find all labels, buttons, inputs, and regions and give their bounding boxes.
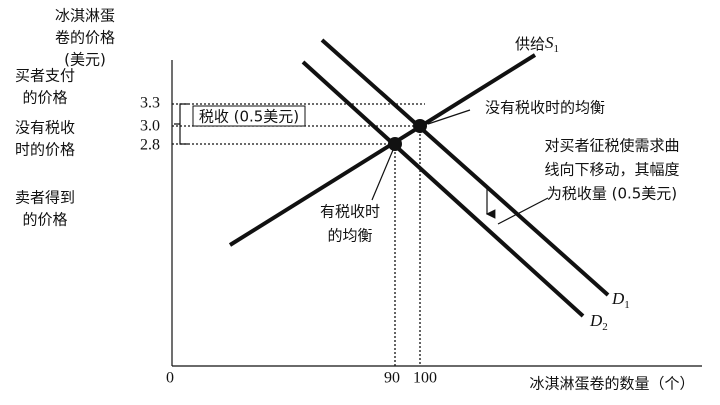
price-label: 买者支付	[15, 67, 75, 85]
y-title: 卷的价格	[55, 29, 115, 47]
y-tick-label: 2.8	[140, 137, 160, 154]
price-label: 的价格	[22, 211, 67, 229]
price-label: 没有税收	[15, 119, 75, 137]
price-label: 时的价格	[15, 141, 75, 159]
tax-box	[192, 105, 306, 127]
origin-label: 0	[166, 370, 174, 387]
annotation: 有税收时	[320, 203, 380, 221]
annotation: 没有税收时的均衡	[485, 99, 605, 117]
d1-label: D1	[611, 289, 630, 311]
supply-label: 供给S1	[515, 33, 559, 55]
d2-label: D2	[589, 311, 608, 333]
y-title: 冰淇淋蛋	[55, 7, 115, 25]
supply-curve	[228, 53, 537, 247]
y-tick-label: 3.0	[140, 118, 160, 135]
demand-curve-2	[301, 60, 585, 318]
y-title: (美元)	[64, 51, 106, 69]
tax-bracket	[174, 103, 188, 145]
price-label: 卖者得到	[15, 189, 75, 207]
tax-equilibrium-point	[388, 137, 402, 151]
pointer-lines	[371, 109, 549, 225]
no-tax-equilibrium-point	[413, 119, 427, 133]
annotation: 为税收量 (0.5美元)	[547, 185, 677, 203]
annotation: 的均衡	[327, 227, 372, 245]
x-tick-label: 90	[384, 370, 400, 387]
demand-curve-1	[320, 38, 610, 297]
annotation: 线向下移动，其幅度	[544, 161, 679, 179]
annotation: 对买者征税使需求曲	[544, 137, 679, 155]
tax-label: 税收 (0.5美元)	[199, 108, 299, 126]
y-tick-label: 3.3	[140, 95, 160, 112]
x-title: 冰淇淋蛋卷的数量（个）	[529, 375, 694, 393]
x-tick-label: 100	[413, 370, 437, 387]
price-label: 的价格	[22, 89, 67, 107]
guide-lines	[172, 103, 425, 366]
